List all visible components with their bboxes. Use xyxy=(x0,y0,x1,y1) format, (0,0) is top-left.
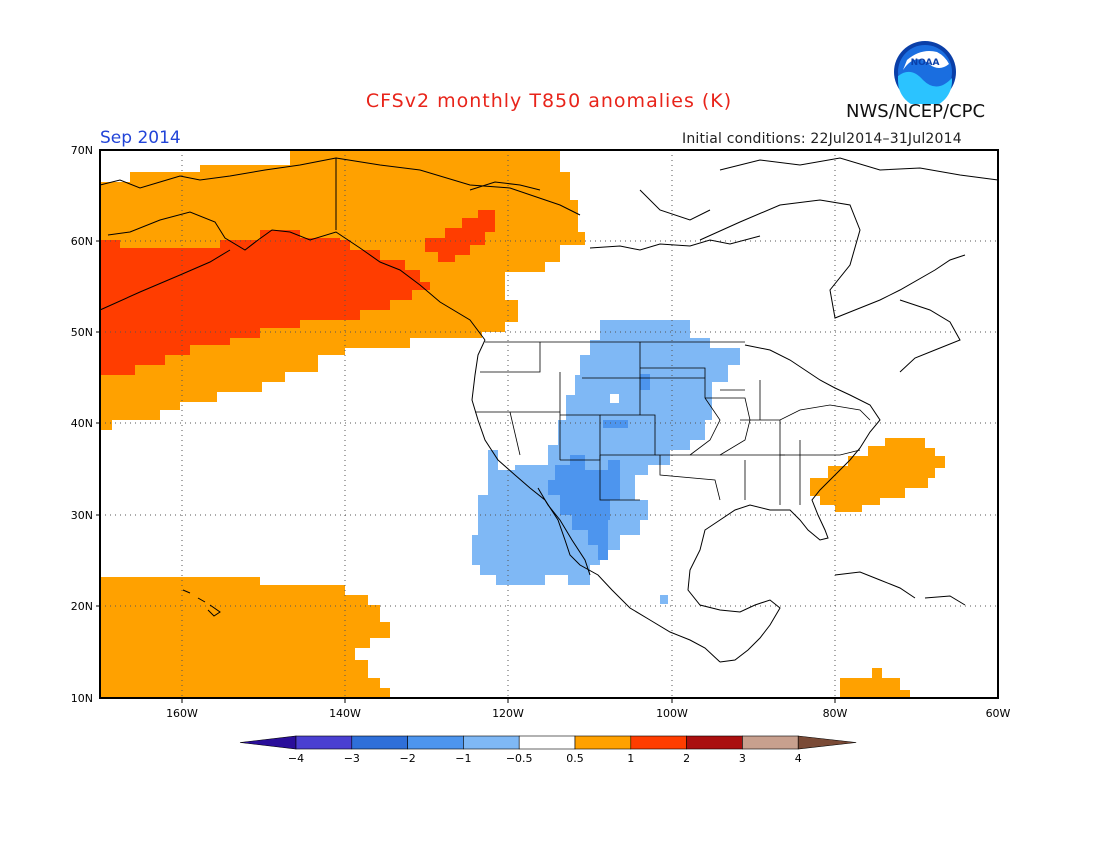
lon-label: 140W xyxy=(329,707,361,720)
legend-arrow-low xyxy=(239,735,297,750)
legend-label: 4 xyxy=(795,752,802,765)
legend-swatch xyxy=(463,735,520,750)
lon-label: 60W xyxy=(986,707,1011,720)
lat-label: 40N xyxy=(71,417,93,430)
strong-positive-anomaly-region xyxy=(100,230,430,375)
moderate-negative-anomaly-region xyxy=(603,420,628,428)
legend-label: −4 xyxy=(288,752,304,765)
neutral-hole xyxy=(610,394,619,403)
lat-label: 50N xyxy=(71,326,93,339)
positive-anomaly-region xyxy=(100,577,390,698)
legend-swatch xyxy=(407,735,464,750)
negative-anomaly-region xyxy=(472,320,740,585)
legend-swatch xyxy=(742,735,799,750)
lon-label: 80W xyxy=(823,707,848,720)
legend-swatch xyxy=(686,735,743,750)
state-borders xyxy=(475,341,871,505)
longitude-labels: 160W 140W 120W 100W 80W 60W xyxy=(166,707,1010,720)
legend-swatch xyxy=(351,735,408,750)
lat-label: 20N xyxy=(71,600,93,613)
moderate-negative-anomaly-region xyxy=(548,455,620,560)
legend-swatch xyxy=(630,735,687,750)
color-legend: −4 −3 −2 −1 −0.5 0.5 1 2 3 4 xyxy=(239,735,857,765)
legend-swatch xyxy=(295,735,353,750)
legend-label: 2 xyxy=(683,752,690,765)
lon-label: 120W xyxy=(492,707,524,720)
moderate-negative-anomaly-region xyxy=(640,374,650,390)
latitude-labels: 70N 60N 50N 40N 30N 20N 10N xyxy=(71,144,93,705)
lon-label: 100W xyxy=(656,707,688,720)
legend-label: −3 xyxy=(344,752,360,765)
positive-anomaly-region xyxy=(840,668,910,698)
legend-label: −2 xyxy=(399,752,415,765)
strong-positive-anomaly-region xyxy=(425,210,495,262)
legend-swatch xyxy=(518,735,576,750)
legend-label: −1 xyxy=(455,752,471,765)
coastlines xyxy=(99,157,999,663)
logo-text: NOAA xyxy=(911,58,940,68)
initial-conditions-label: Initial conditions: 22Jul2014–31Jul2014 xyxy=(682,131,962,147)
legend-arrow-high xyxy=(797,735,857,750)
lat-ticks xyxy=(96,240,836,703)
noaa-logo-icon: NOAA xyxy=(894,41,956,104)
forecast-month: Sep 2014 xyxy=(100,128,181,148)
legend-label: 1 xyxy=(627,752,634,765)
map-title: CFSv2 monthly T850 anomalies (K) xyxy=(365,90,733,112)
negative-anomaly-region xyxy=(660,595,668,604)
legend-swatch xyxy=(574,735,632,750)
lon-label: 160W xyxy=(166,707,198,720)
positive-anomaly-region xyxy=(810,438,945,512)
lat-label: 60N xyxy=(71,235,93,248)
lat-label: 30N xyxy=(71,509,93,522)
anomaly-fields xyxy=(100,150,945,698)
lat-label: 10N xyxy=(71,692,93,705)
legend-label: 0.5 xyxy=(566,752,584,765)
legend-label: 3 xyxy=(739,752,746,765)
lat-label: 70N xyxy=(71,144,93,157)
legend-label: −0.5 xyxy=(506,752,533,765)
map-frame xyxy=(99,149,999,699)
agency-label: NWS/NCEP/CPC xyxy=(846,101,986,122)
